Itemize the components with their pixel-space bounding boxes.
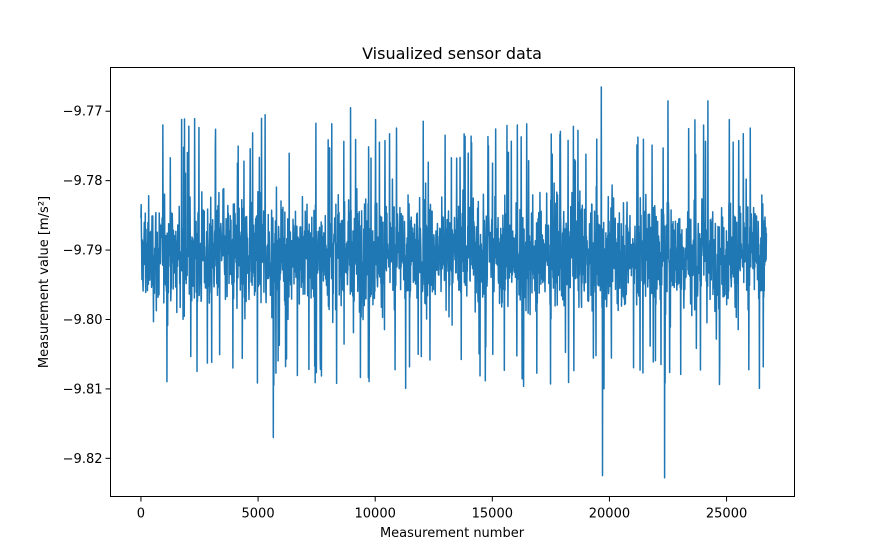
x-axis: 0 5000 10000 15000 20000 25000 [137, 496, 747, 522]
x-tick-label: 20000 [589, 507, 630, 522]
y-tick-label: −9.78 [63, 174, 103, 189]
x-tick-label: 0 [137, 507, 145, 522]
y-axis: −9.77 −9.78 −9.79 −9.80 −9.81 −9.82 [63, 105, 111, 467]
y-axis-label: Measurement value [m/s²] [37, 196, 52, 368]
x-axis-label: Measurement number [380, 526, 525, 541]
axes-frame [110, 67, 795, 497]
y-tick-label: −9.81 [63, 382, 103, 397]
x-tick-label: 25000 [706, 507, 747, 522]
x-tick-label: 15000 [472, 507, 513, 522]
y-tick-label: −9.77 [63, 105, 103, 120]
y-tick-label: −9.79 [63, 244, 103, 259]
y-tick-label: −9.82 [63, 452, 103, 467]
y-tick-label: −9.80 [63, 313, 103, 328]
x-tick-label: 5000 [242, 507, 275, 522]
series-line [140, 86, 768, 479]
chart-title: Visualized sensor data [362, 44, 542, 63]
x-tick-label: 10000 [355, 507, 396, 522]
